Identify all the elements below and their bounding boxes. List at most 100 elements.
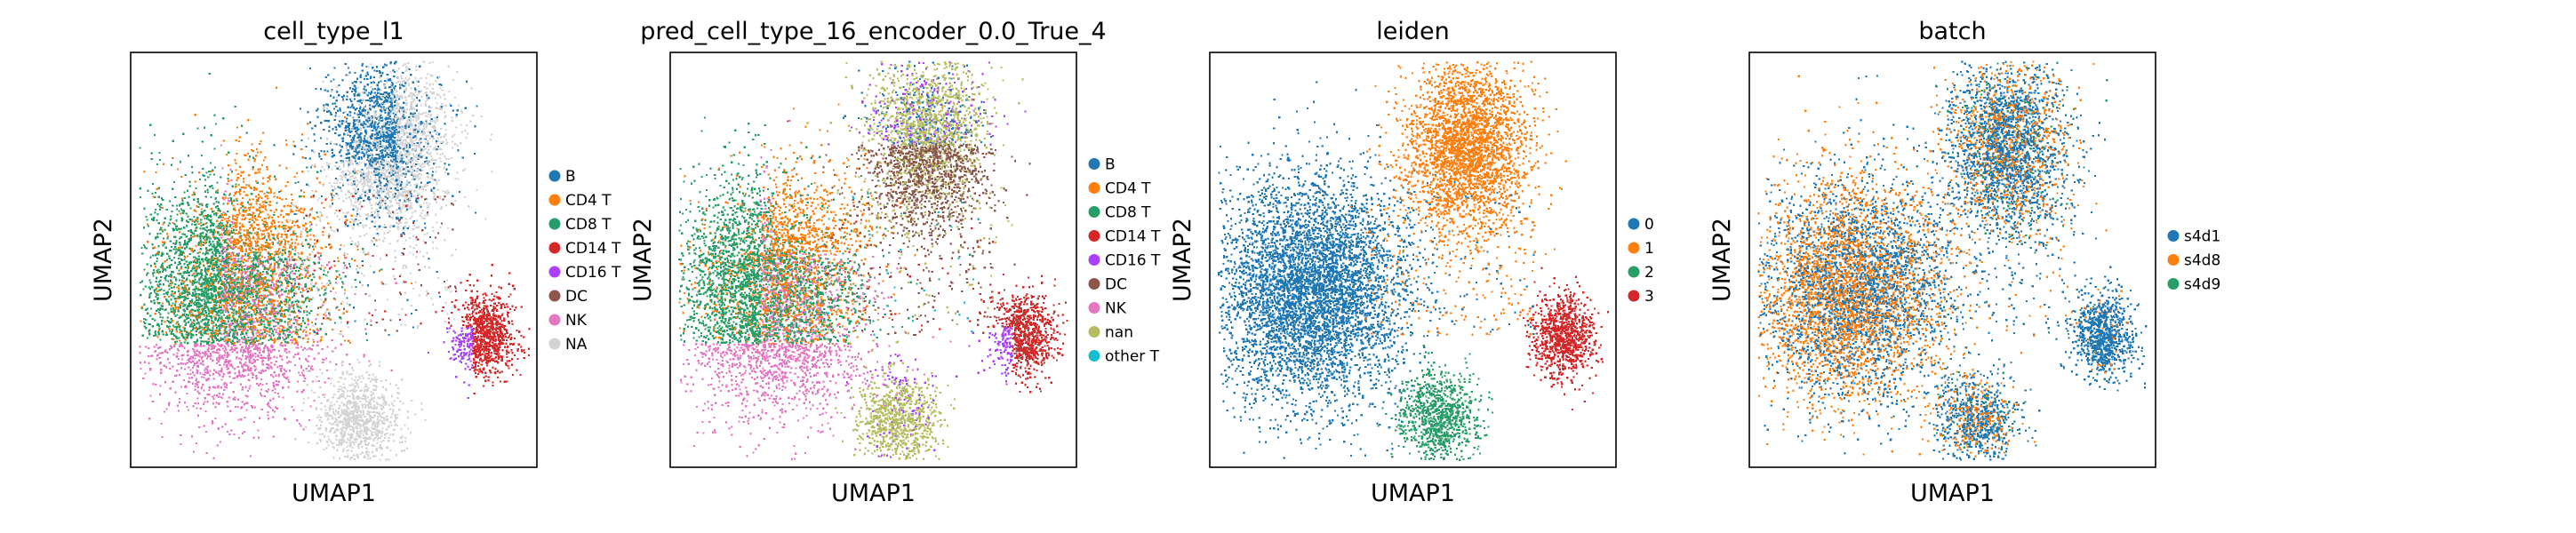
scatter-point <box>213 378 215 380</box>
scatter-point <box>211 263 212 265</box>
scatter-point <box>246 410 248 411</box>
scatter-point <box>220 274 221 275</box>
scatter-point <box>147 338 148 339</box>
scatter-point <box>241 374 243 376</box>
scatter-point <box>284 252 286 254</box>
scatter-point <box>211 279 212 281</box>
scatter-point <box>307 348 308 350</box>
scatter-point <box>220 346 222 347</box>
scatter-point <box>160 369 162 370</box>
scatter-point <box>301 171 303 172</box>
scatter-point <box>215 296 217 298</box>
scatter-point <box>283 216 284 218</box>
scatter-point <box>191 377 193 378</box>
scatter-point <box>324 382 326 384</box>
scatter-point <box>164 309 166 311</box>
scatter-point <box>268 245 270 247</box>
scatter-point <box>248 314 250 316</box>
scatter-point <box>213 398 215 400</box>
scatter-point <box>196 372 198 374</box>
scatter-point <box>234 325 236 327</box>
scatter-point <box>292 406 293 408</box>
scatter-point <box>225 196 227 198</box>
scatter-point <box>297 346 299 348</box>
scatter-point <box>237 318 239 320</box>
scatter-point <box>233 317 235 319</box>
scatter-point <box>219 260 220 262</box>
scatter-point <box>199 355 201 357</box>
scatter-point <box>245 251 247 252</box>
scatter-point <box>243 214 244 216</box>
scatter-point <box>190 337 192 338</box>
scatter-point <box>207 192 209 194</box>
scatter-point <box>305 223 307 225</box>
scatter-point <box>325 357 327 359</box>
scatter-point <box>197 234 199 235</box>
scatter-point <box>241 255 243 257</box>
scatter-point <box>249 209 251 211</box>
scatter-point <box>196 288 197 290</box>
scatter-point <box>150 308 152 310</box>
scatter-point <box>187 373 188 375</box>
scatter-point <box>255 264 257 266</box>
scatter-point <box>163 334 164 336</box>
scatter-point <box>307 231 308 233</box>
scatter-point <box>241 346 243 348</box>
scatter-point <box>269 201 271 203</box>
scatter-point <box>239 298 241 300</box>
scatter-point <box>316 216 318 218</box>
scatter-point <box>186 317 188 319</box>
scatter-point <box>245 322 247 324</box>
scatter-point <box>259 308 260 310</box>
scatter-point <box>226 302 228 304</box>
scatter-point <box>244 253 246 255</box>
scatter-point <box>255 180 257 182</box>
scatter-point <box>235 163 236 164</box>
scatter-point <box>286 356 288 358</box>
scatter-point <box>235 266 236 267</box>
scatter-point <box>313 400 315 402</box>
scatter-point <box>296 315 298 317</box>
scatter-point <box>284 315 285 317</box>
scatter-point <box>195 211 196 212</box>
scatter-point <box>209 289 211 290</box>
scatter-point <box>247 276 249 278</box>
scatter-point <box>188 155 189 156</box>
scatter-point <box>295 329 297 330</box>
scatter-point <box>154 263 156 265</box>
scatter-point <box>171 264 172 266</box>
scatter-point <box>316 171 318 173</box>
scatter-point <box>206 372 208 374</box>
scatter-point <box>252 354 253 356</box>
scatter-point <box>194 375 196 377</box>
scatter-point <box>271 282 273 283</box>
scatter-point <box>216 402 218 403</box>
scatter-point <box>272 398 274 400</box>
scatter-point <box>204 267 206 269</box>
scatter-point <box>248 311 250 313</box>
scatter-point <box>223 314 225 315</box>
scatter-point <box>268 290 269 292</box>
scatter-point <box>266 296 268 298</box>
scatter-point <box>252 150 254 152</box>
scatter-point <box>307 341 308 343</box>
scatter-point <box>236 352 238 354</box>
scatter-point <box>221 256 223 258</box>
scatter-point <box>204 353 205 354</box>
scatter-point <box>212 336 214 338</box>
scatter-point <box>231 297 233 298</box>
scatter-point <box>205 285 207 287</box>
scatter-point <box>278 265 280 266</box>
scatter-point <box>167 235 169 237</box>
scatter-point <box>191 171 193 173</box>
scatter-point <box>262 271 264 273</box>
scatter-point <box>302 317 304 319</box>
scatter-point <box>379 270 380 272</box>
scatter-point <box>268 324 270 326</box>
scatter-point <box>284 369 285 370</box>
scatter-point <box>303 225 305 227</box>
scatter-point <box>252 168 254 170</box>
scatter-point <box>274 289 276 290</box>
scatter-point <box>218 396 220 398</box>
scatter-point <box>196 230 197 232</box>
